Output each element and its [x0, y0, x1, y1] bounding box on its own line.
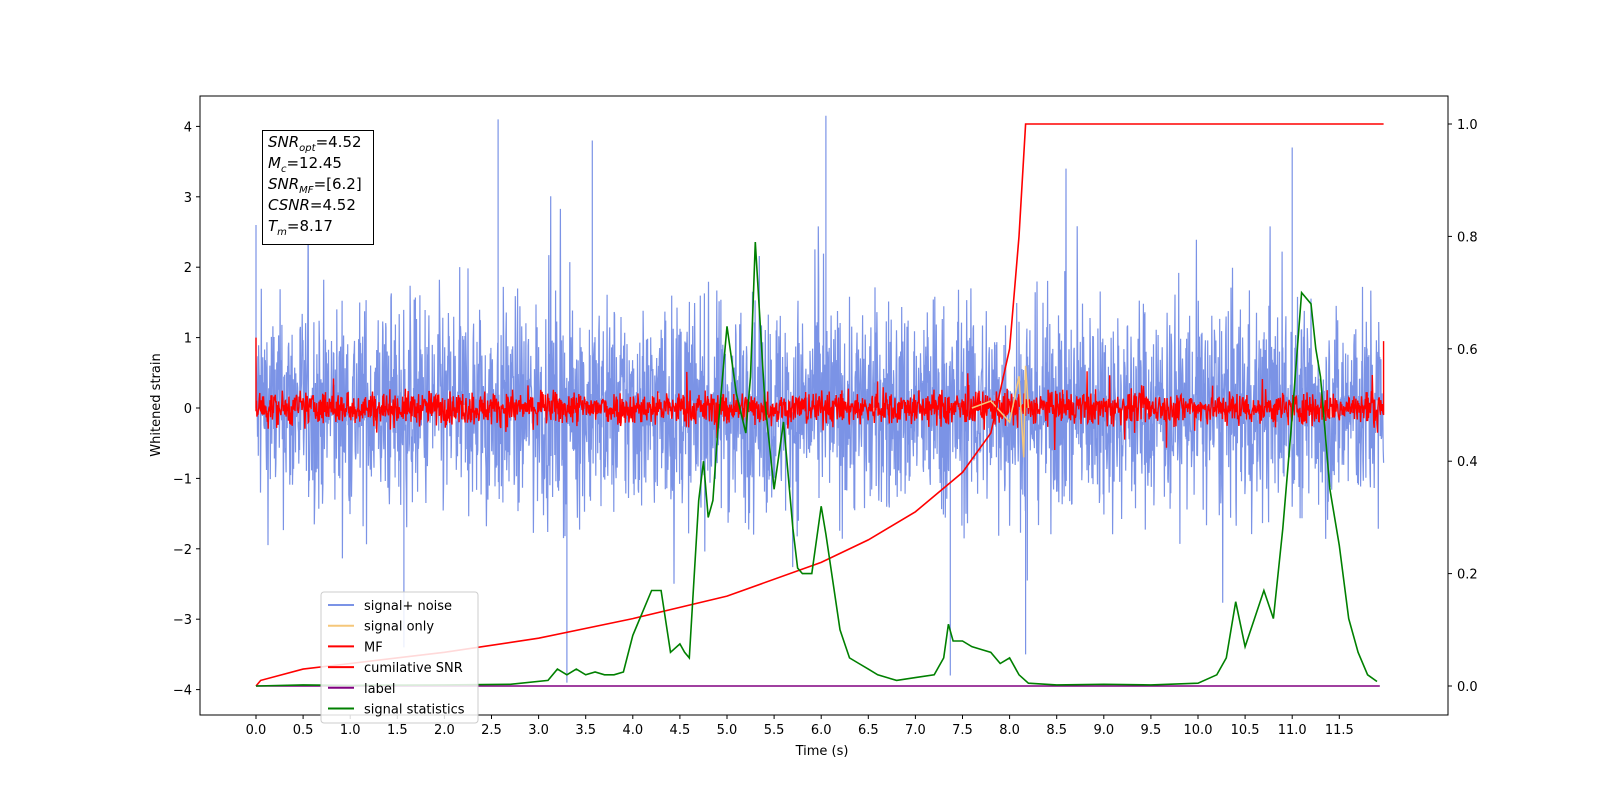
- y-tick-label: −3: [173, 613, 192, 628]
- x-tick-label: 0.0: [246, 723, 267, 738]
- legend-label: signal statistics: [364, 703, 465, 718]
- snr-opt-symbol: SNR: [268, 133, 300, 151]
- mc-value: =12.45: [286, 154, 342, 172]
- x-tick-label: 11.0: [1278, 723, 1307, 738]
- x-tick-label: 2.5: [481, 723, 502, 738]
- x-tick-label: 5.5: [764, 723, 785, 738]
- snr-mf-value: =[6.2]: [313, 175, 362, 193]
- x-tick-label: 6.5: [858, 723, 879, 738]
- y-right-tick-label: 0.2: [1457, 568, 1478, 583]
- y-tick-label: −1: [173, 472, 192, 487]
- mc-line: Mc=12.45: [268, 153, 373, 175]
- axes: 0.0 0.5 1.0 1.5 2.0 2.5 3.0 3.5 4.0 4.5 5.0 5.5 6.0 6…: [173, 118, 1478, 738]
- series-mf-line: [255, 337, 1385, 451]
- snr-opt-value: =4.52: [315, 133, 362, 151]
- x-tick-label: 1.5: [387, 723, 408, 738]
- x-tick-label: 6.0: [811, 723, 832, 738]
- annotation-box: SNRopt=4.52 Mc=12.45 SNRMF=[6.2] CSNR=4.…: [262, 130, 374, 245]
- series-signal-only-line: [971, 365, 1030, 458]
- legend-label: signal+ noise: [364, 599, 452, 614]
- y-right-tick-label: 1.0: [1457, 118, 1478, 133]
- x-tick-label: 3.5: [575, 723, 596, 738]
- x-tick-label: 1.0: [340, 723, 361, 738]
- x-tick-label: 5.0: [717, 723, 738, 738]
- snr-mf-subscript: MF: [299, 185, 314, 196]
- x-tick-label: 4.5: [670, 723, 691, 738]
- x-tick-label: 8.0: [999, 723, 1020, 738]
- y-right-tick-label: 0.0: [1457, 680, 1478, 695]
- x-tick-label: 7.0: [905, 723, 926, 738]
- y-tick-label: 2: [184, 261, 192, 276]
- snr-opt-subscript: opt: [299, 143, 316, 154]
- x-tick-label: 10.0: [1184, 723, 1213, 738]
- x-tick-label: 2.0: [434, 723, 455, 738]
- y-tick-label: 0: [184, 402, 192, 417]
- tm-symbol: T: [268, 217, 278, 235]
- x-tick-label: 8.5: [1046, 723, 1067, 738]
- y-right-tick-label: 0.6: [1457, 343, 1478, 358]
- y-axis-label: Whitened strain: [149, 353, 164, 456]
- legend-label: label: [364, 682, 395, 697]
- csnr-line: CSNR=4.52: [268, 195, 373, 216]
- y-tick-label: −2: [173, 543, 192, 558]
- plot-frame: [199, 95, 1449, 716]
- tm-subscript: m: [277, 227, 287, 238]
- series-signal-noise-line: [255, 115, 1385, 683]
- y-tick-label: 1: [184, 332, 192, 347]
- tm-line: Tm=8.17: [268, 216, 373, 238]
- mc-subscript: c: [280, 164, 287, 175]
- legend: signal+ noise signal only MF cumilative SNR…: [320, 591, 479, 724]
- legend-label: MF: [364, 640, 383, 655]
- x-tick-label: 9.5: [1141, 723, 1162, 738]
- y-tick-label: 4: [184, 120, 192, 135]
- mc-symbol: M: [268, 154, 281, 172]
- x-tick-label: 3.0: [528, 723, 549, 738]
- snr-opt-line: SNRopt=4.52: [268, 132, 373, 154]
- x-axis-label: Time (s): [795, 744, 849, 759]
- legend-label: cumilative SNR: [364, 661, 463, 676]
- x-tick-label: 11.5: [1325, 723, 1354, 738]
- y-tick-label: −4: [173, 684, 192, 699]
- csnr-symbol: CSNR: [268, 196, 310, 214]
- x-tick-label: 0.5: [293, 723, 314, 738]
- x-tick-label: 9.0: [1093, 723, 1114, 738]
- x-tick-label: 7.5: [952, 723, 973, 738]
- y-right-tick-label: 0.8: [1457, 230, 1478, 245]
- snr-mf-line: SNRMF=[6.2]: [268, 174, 373, 196]
- legend-box: [320, 591, 479, 724]
- x-tick-label: 10.5: [1231, 723, 1260, 738]
- legend-label: signal only: [364, 620, 434, 635]
- csnr-value: =4.52: [309, 196, 356, 214]
- x-tick-label: 4.0: [622, 723, 643, 738]
- y-right-tick-label: 0.4: [1457, 455, 1478, 470]
- y-tick-label: 3: [184, 191, 192, 206]
- tm-value: =8.17: [286, 217, 333, 235]
- snr-mf-symbol: SNR: [268, 175, 300, 193]
- series-signal-statistics-line: [255, 241, 1378, 687]
